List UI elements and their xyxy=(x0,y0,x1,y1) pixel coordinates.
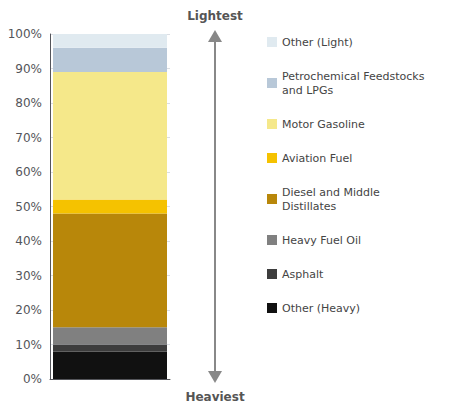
svg-text:20%: 20% xyxy=(15,303,42,317)
svg-text:40%: 40% xyxy=(15,234,42,248)
svg-text:Heaviest: Heaviest xyxy=(185,390,244,404)
svg-text:Other (Heavy): Other (Heavy) xyxy=(282,302,360,315)
svg-text:Heavy Fuel Oil: Heavy Fuel Oil xyxy=(282,234,361,247)
svg-text:100%: 100% xyxy=(8,27,42,41)
svg-text:Diesel and Middle: Diesel and Middle xyxy=(282,186,380,199)
svg-text:Aviation Fuel: Aviation Fuel xyxy=(282,152,352,165)
svg-text:Asphalt: Asphalt xyxy=(282,268,324,281)
svg-text:10%: 10% xyxy=(15,338,42,352)
svg-text:Distillates: Distillates xyxy=(282,200,337,213)
svg-text:and LPGs: and LPGs xyxy=(282,84,333,97)
svg-text:0%: 0% xyxy=(23,372,42,386)
svg-text:Lightest: Lightest xyxy=(187,9,243,23)
svg-text:80%: 80% xyxy=(15,96,42,110)
svg-text:50%: 50% xyxy=(15,200,42,214)
svg-text:70%: 70% xyxy=(15,131,42,145)
svg-text:30%: 30% xyxy=(15,269,42,283)
svg-text:60%: 60% xyxy=(15,165,42,179)
svg-text:Motor Gasoline: Motor Gasoline xyxy=(282,118,365,131)
svg-text:Petrochemical Feedstocks: Petrochemical Feedstocks xyxy=(282,70,425,83)
svg-text:90%: 90% xyxy=(15,62,42,76)
svg-text:Other (Light): Other (Light) xyxy=(282,36,353,49)
